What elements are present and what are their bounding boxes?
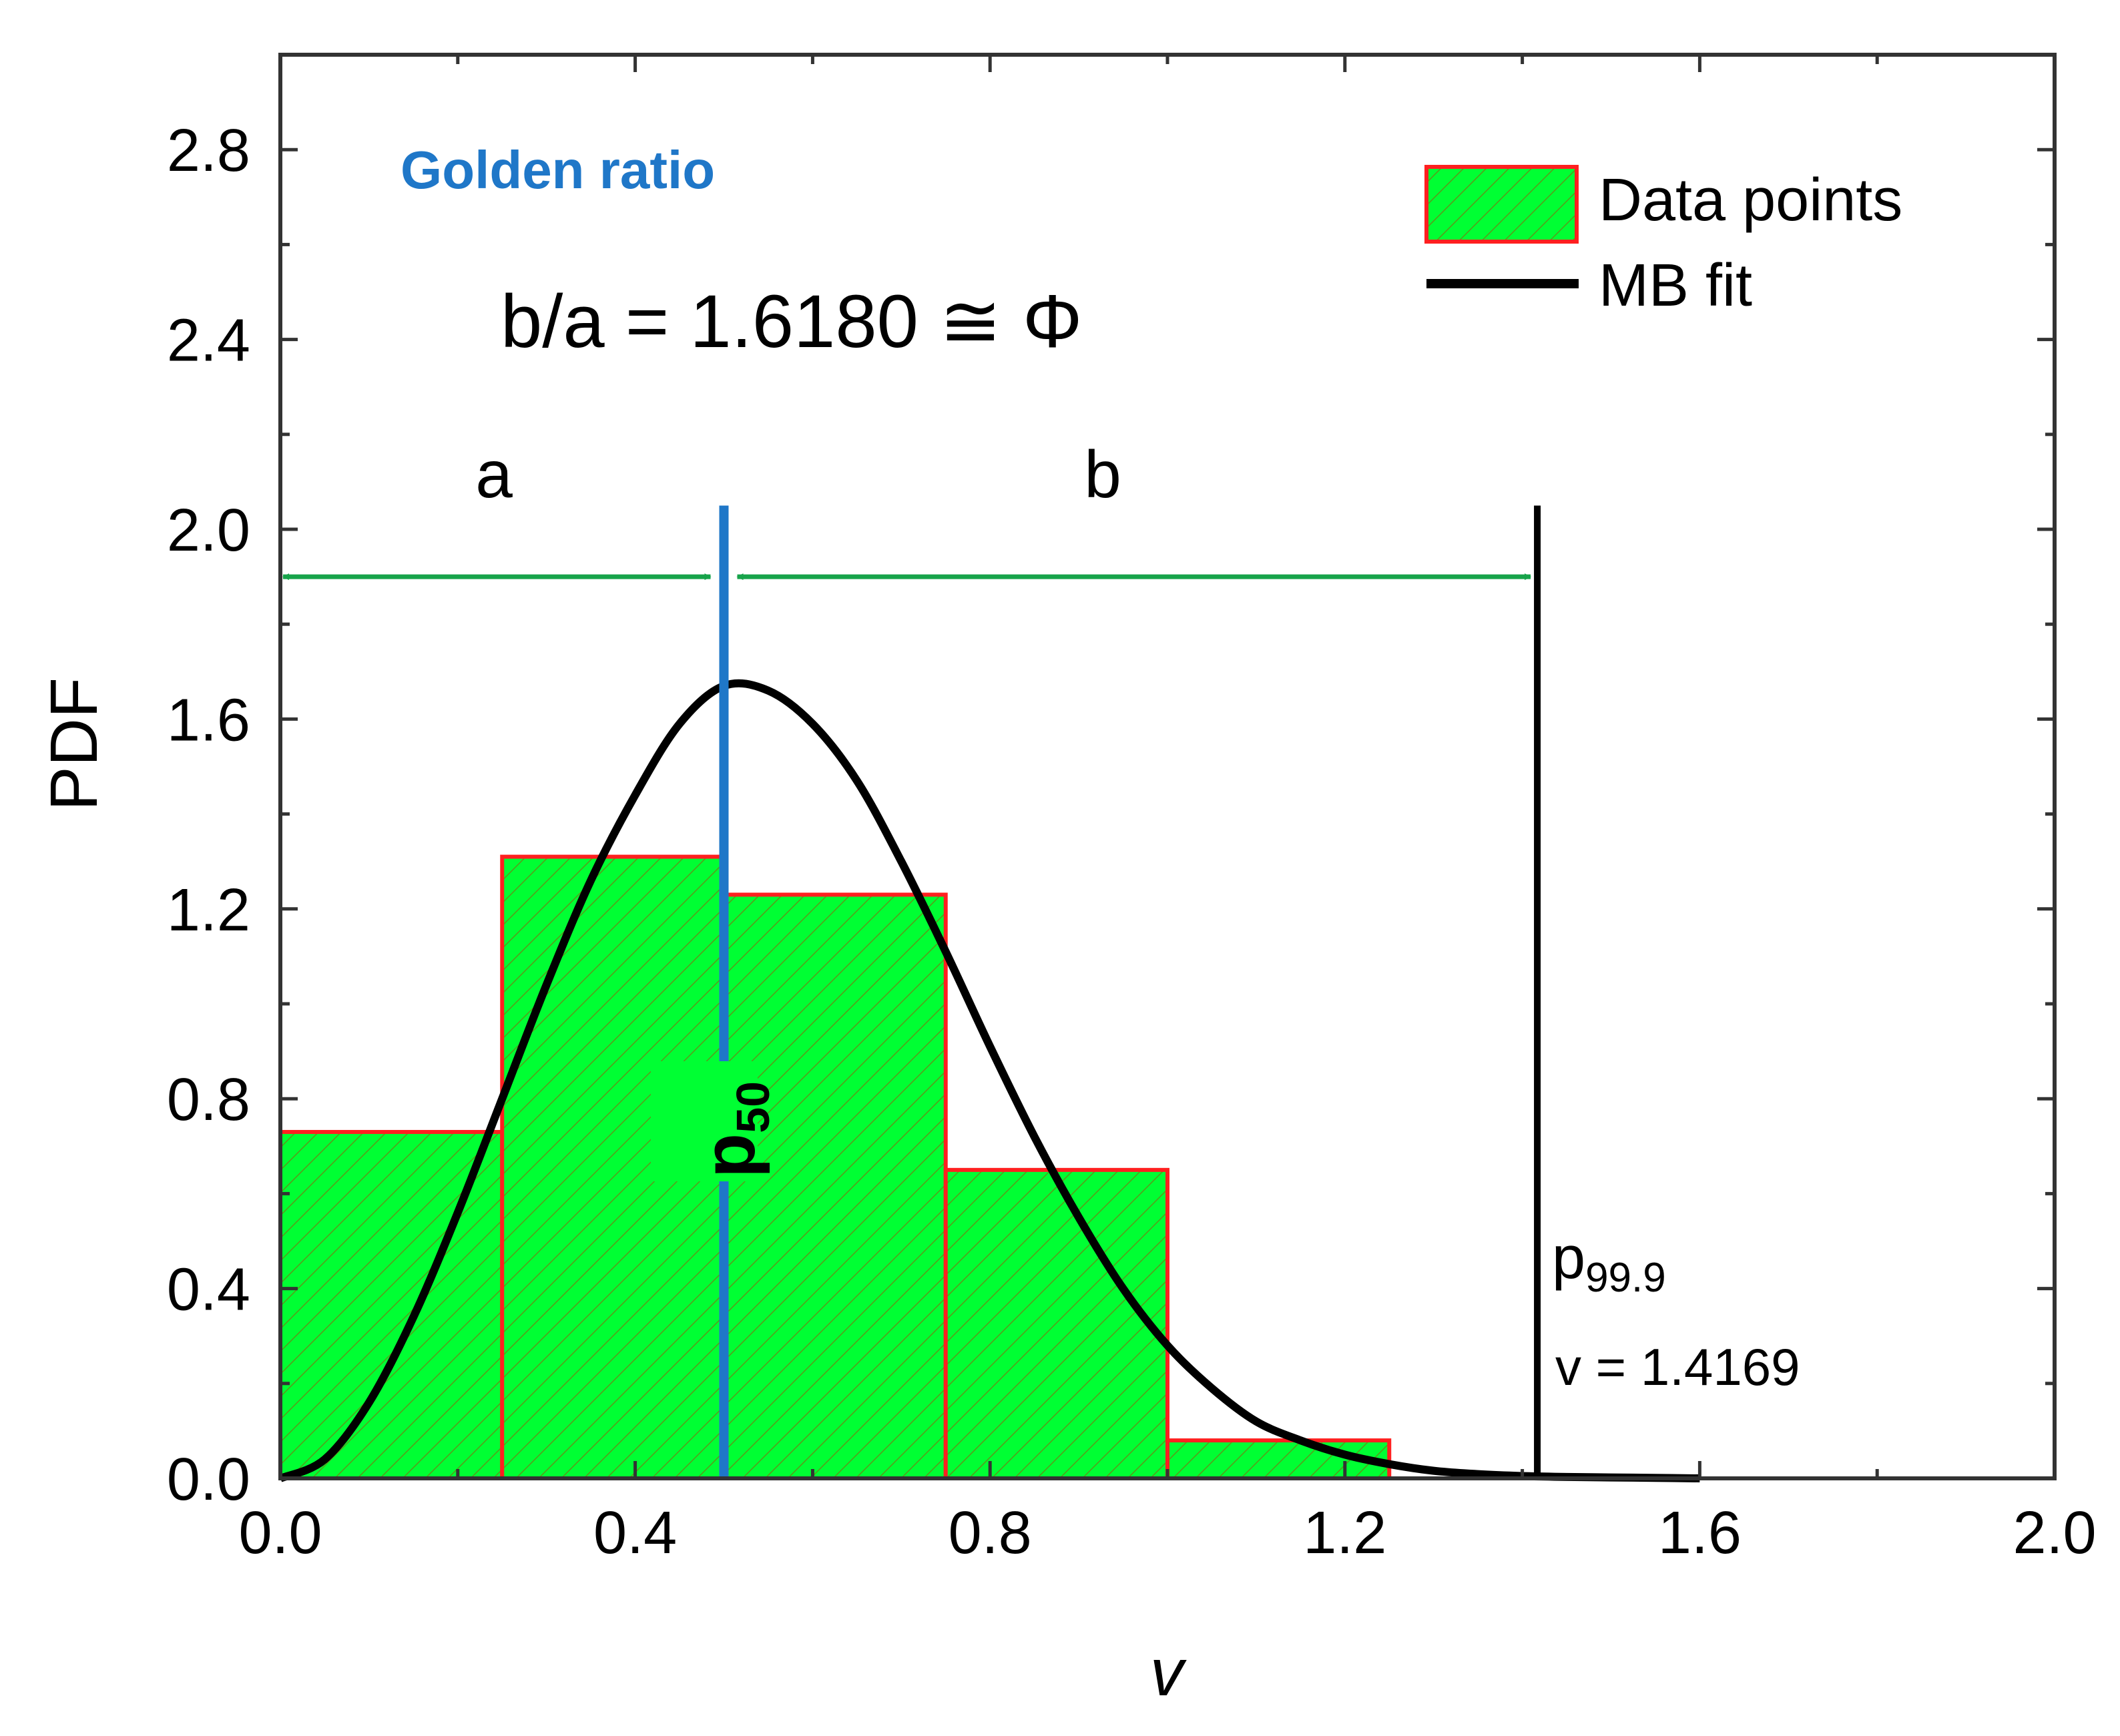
x-tick-labels: 0.0 0.4 0.8 1.2 1.6 2.0 [238, 1500, 2096, 1566]
y-axis-label: PDF [37, 677, 111, 811]
legend-label-data-points: Data points [1599, 167, 1902, 234]
p99-9-value: v = 1.4169 [1555, 1338, 1800, 1396]
p99-9-label-main: p [1552, 1225, 1585, 1291]
legend-label-mb-fit: MB fit [1599, 252, 1752, 319]
y-tick-label: 2.4 [167, 308, 250, 374]
svg-text:p50: p50 [688, 1081, 779, 1178]
x-tick-label: 1.6 [1658, 1500, 1742, 1566]
x-tick-label: 2.0 [2013, 1500, 2096, 1566]
x-tick-label: 0.0 [238, 1500, 322, 1566]
arrow-a-label: a [475, 437, 513, 512]
ratio-equation: b/a = 1.6180 ≅ Φ [501, 280, 1082, 363]
y-tick-label: 2.0 [167, 497, 250, 564]
x-axis-label: v [1150, 1635, 1187, 1710]
x-tick-label: 0.8 [949, 1500, 1032, 1566]
p50-label-box [651, 1061, 758, 1181]
mb-fit-curve [278, 679, 1700, 1482]
x-tick-label: 0.4 [593, 1500, 677, 1566]
legend-swatch-data-points [1424, 165, 1579, 244]
legend: Data points MB fit [1424, 165, 1902, 319]
histogram-bar [943, 1167, 1169, 1480]
axis-ticks [278, 53, 2057, 1480]
p99-9-label-sub: 99.9 [1585, 1255, 1666, 1301]
histogram-bar [722, 892, 948, 1480]
histogram-bars [278, 854, 1392, 1481]
y-tick-label: 1.6 [167, 687, 250, 754]
p99-9-label: p99.9 [1552, 1225, 1666, 1301]
y-tick-label: 0.8 [167, 1067, 250, 1133]
p50-label: p50 [688, 1081, 779, 1178]
y-tick-label: 0.0 [167, 1446, 250, 1513]
y-tick-label: 0.4 [167, 1257, 250, 1324]
y-tick-label: 1.2 [167, 877, 250, 944]
x-tick-label: 1.2 [1303, 1500, 1386, 1566]
p50-label-sub: 50 [727, 1081, 779, 1133]
golden-ratio-title: Golden ratio [401, 140, 715, 200]
y-tick-label: 2.8 [167, 117, 250, 184]
y-tick-labels: 0.0 0.4 0.8 1.2 1.6 2.0 2.4 2.8 [167, 117, 250, 1513]
p50-label-main: p [688, 1133, 770, 1178]
arrow-b-label: b [1084, 437, 1121, 512]
